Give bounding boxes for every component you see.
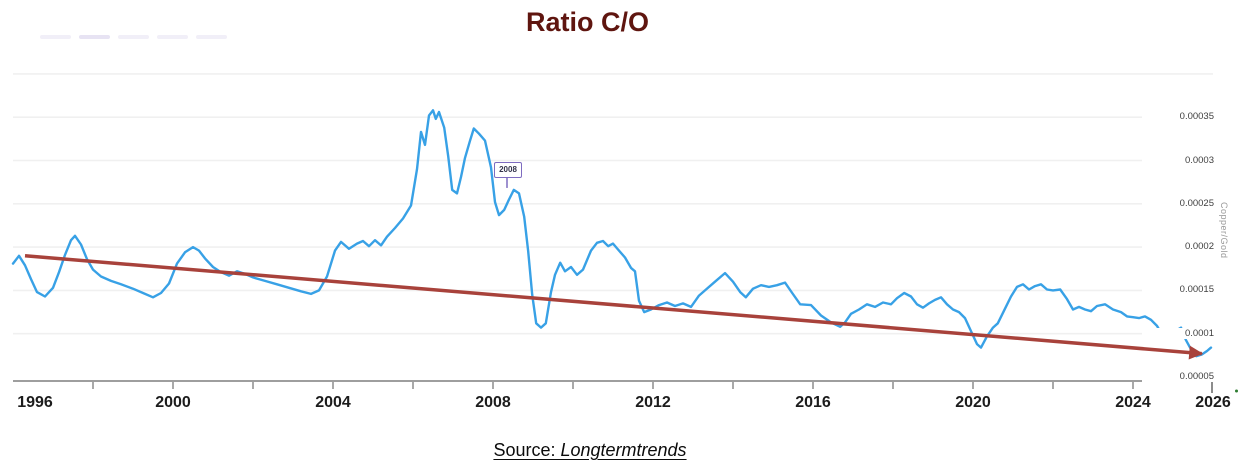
y-axis-label-0.00005: 0.00005 [1142,371,1214,382]
y-axis-label-0.00035: 0.00035 [1142,111,1214,123]
trend-line-arrow [24,254,1204,360]
series-line-copper-gold[interactable] [11,109,1213,358]
source-attribution[interactable]: Source: Longtermtrends [0,440,1180,461]
x-axis-label-2024: 2024 [1115,394,1151,411]
source-prefix: Source: [493,440,561,460]
legend-placeholder-2[interactable] [79,35,110,39]
annotation-2008-label[interactable]: 2008 [494,162,522,178]
x-axis-label-2004: 2004 [315,394,351,411]
x-axis-label-2012: 2012 [635,394,671,411]
legend-placeholder-5[interactable] [196,35,227,39]
chart-title: Ratio C/O [525,7,649,37]
gridlines [13,73,1213,335]
y-axis-label-0.0003: 0.0003 [1142,154,1214,166]
green-dot-artifact [1235,389,1238,393]
x-axis-label-2008: 2008 [475,394,511,411]
legend-placeholder-4[interactable] [157,35,188,39]
y-axis-title: Copper/Gold [1219,202,1229,259]
x-axis-label-1996: 1996 [17,394,53,411]
y-axis-label-0.0002: 0.0002 [1142,241,1214,253]
annotations [506,177,1238,393]
x-axis-label-2026: 2026 [1195,394,1231,411]
y-axis-label-0.0001: 0.0001 [1142,327,1214,339]
x-axis-label-2000: 2000 [155,394,191,411]
x-axis [13,380,1213,393]
y-axis-label-0.00015: 0.00015 [1142,284,1214,296]
legend-placeholder-1[interactable] [40,35,71,39]
x-axis-label-2016: 2016 [795,394,831,411]
x-axis-label-2020: 2020 [955,394,991,411]
y-axis-label-0.00025: 0.00025 [1142,197,1214,209]
hidden-legend [40,35,235,41]
source-link-longtermtrends[interactable]: Longtermtrends [560,440,687,460]
legend-placeholder-3[interactable] [118,35,149,39]
